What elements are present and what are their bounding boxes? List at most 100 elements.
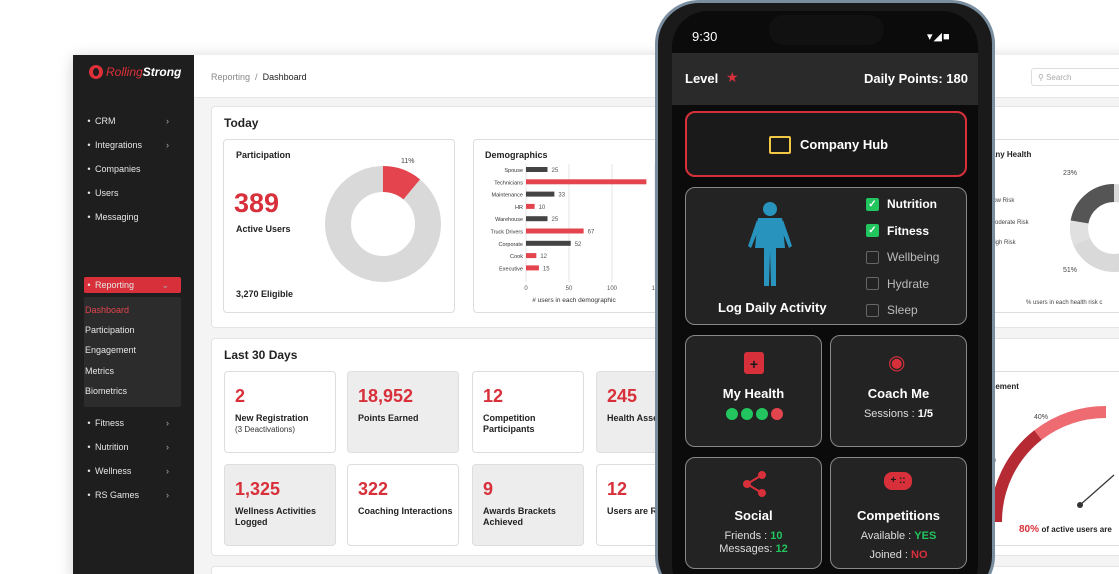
stat-value: 12 — [607, 479, 628, 499]
checkbox-checked-icon[interactable]: ✓ — [866, 197, 879, 211]
chevron-icon: ⌄ — [161, 279, 169, 290]
sidebar-item-reporting[interactable]: • Reporting ⌄ — [87, 277, 183, 293]
sidebar-item-fitness[interactable]: • Fitness › — [87, 415, 183, 431]
sidebar: RollingStrong • CRM › • Integrations › • Compan… — [73, 55, 194, 574]
sidebar-item-users[interactable]: • Users — [87, 185, 183, 201]
gauge-hub — [1077, 502, 1083, 508]
sidebar-item-label: Wellness — [95, 466, 132, 476]
engagement-caption-text: of active users are — [1041, 525, 1112, 534]
brand-name-1: Rolling — [106, 65, 143, 79]
checkbox-empty-icon[interactable] — [866, 303, 879, 317]
level-star-icon: ★ — [726, 69, 739, 85]
status-dot — [726, 408, 738, 420]
stat-card[interactable]: 2 New Registration (3 Deactivations) — [224, 371, 336, 453]
stat-label: Awards Brackets Achieved — [483, 506, 556, 527]
breadcrumb-parent[interactable]: Reporting — [211, 72, 251, 82]
stat-card[interactable]: 18,952 Points Earned — [347, 371, 459, 453]
stat-card[interactable]: 9 Awards Brackets Achieved — [472, 464, 584, 546]
checkbox-empty-icon[interactable] — [866, 250, 879, 264]
health-donut — [1070, 184, 1119, 272]
sidebar-item-nutrition[interactable]: • Nutrition › — [87, 439, 183, 455]
friends-label: Friends : — [724, 530, 771, 542]
category-label: HR — [515, 205, 523, 211]
stat-label: Coaching Interactions — [358, 506, 453, 516]
sidebar-item-integrations[interactable]: • Integrations › — [87, 137, 183, 153]
sidebar-item-companies[interactable]: • Companies — [87, 161, 183, 177]
health-donut-high — [1070, 220, 1091, 246]
bar-value-label: 25 — [552, 168, 559, 174]
bullet: • — [87, 116, 91, 126]
legend-low-risk: Low Risk — [990, 198, 1015, 204]
checklist-item-nutrition[interactable]: ✓ Nutrition — [866, 197, 937, 211]
brand-logo[interactable]: RollingStrong — [89, 65, 181, 79]
log-activity-tile[interactable]: Log Daily Activity ✓ Nutrition ✓ Fitness Wel… — [685, 187, 967, 325]
sidebar-item-messaging[interactable]: • Messaging — [87, 209, 183, 225]
stat-label: Wellness Activities Logged — [235, 506, 317, 527]
stat-value: 1,325 — [235, 479, 281, 499]
stat-value: 245 — [607, 386, 638, 406]
checkbox-empty-icon[interactable] — [866, 277, 879, 290]
participation-donut: 11% — [325, 158, 441, 282]
coach-me-tile[interactable]: ◉ Coach Me Sessions : 1/5 — [830, 335, 967, 447]
bar-warehouse — [526, 216, 548, 222]
checklist-item-fitness[interactable]: ✓ Fitness — [866, 224, 929, 238]
stat-card[interactable]: 1,325 Wellness Activities Logged — [224, 464, 336, 546]
competitions-tile[interactable]: + :: Competitions Available : YES Joined… — [830, 457, 967, 569]
bar-corporate — [526, 240, 571, 246]
bar-executive — [526, 265, 539, 271]
health-card: pany Health Low Risk Moderate Risk High … — [983, 139, 1119, 313]
bar-value-label: 25 — [552, 217, 559, 223]
checklist-item-wellbeing[interactable]: Wellbeing — [866, 250, 939, 264]
sidebar-item-rs-games[interactable]: • RS Games › — [87, 487, 183, 503]
checklist-item-sleep[interactable]: Sleep — [866, 303, 918, 317]
medical-kit-icon: + — [744, 352, 764, 374]
engagement-pct: 80% — [1019, 524, 1040, 535]
stat-card[interactable]: 322 Coaching Interactions — [347, 464, 459, 546]
messages-value: 12 — [775, 543, 788, 555]
health-pct-bottom: 51% — [1063, 267, 1078, 274]
breadcrumb-current: Dashboard — [262, 72, 307, 82]
breadcrumb: Reporting / Dashboard — [211, 72, 307, 82]
gauge-fill-light — [1034, 405, 1107, 440]
submenu-item-dashboard[interactable]: Dashboard — [85, 305, 130, 315]
competitions-label: Competitions — [856, 508, 941, 523]
bar-value-label: 33 — [558, 193, 565, 199]
bar-cook — [526, 253, 537, 259]
health-pct-top: 23% — [1063, 170, 1078, 177]
my-health-label: My Health — [722, 386, 785, 401]
social-tile[interactable]: Social Friends : 10 Messages: 12 — [685, 457, 822, 569]
status-dot — [741, 408, 753, 420]
submenu-item-metrics[interactable]: Metrics — [85, 366, 114, 376]
x-tick-label: 0 — [524, 286, 528, 292]
bar-truck-drivers — [526, 228, 584, 234]
checklist-item-hydrate[interactable]: Hydrate — [866, 277, 929, 291]
checkbox-checked-icon[interactable]: ✓ — [866, 224, 879, 237]
sidebar-item-wellness[interactable]: • Wellness › — [87, 463, 183, 479]
stat-value: 18,952 — [358, 386, 414, 406]
bullet: • — [87, 164, 91, 174]
reporting-submenu — [84, 297, 181, 407]
stat-sublabel: (3 Deactivations) — [235, 425, 296, 434]
sidebar-item-label: Users — [95, 188, 119, 198]
chevron-icon: › — [166, 418, 169, 428]
logo-icon — [89, 65, 103, 79]
bar-value-label: 52 — [575, 242, 582, 248]
active-users-count: 389 — [234, 188, 280, 218]
submenu-item-engagement[interactable]: Engagement — [85, 345, 137, 355]
my-health-tile[interactable]: + My Health — [685, 335, 822, 447]
submenu-item-participation[interactable]: Participation — [85, 325, 135, 335]
category-label: Executive — [499, 266, 523, 272]
chevron-icon: › — [166, 490, 169, 500]
stat-label: Users are R Strong — [607, 506, 689, 516]
today-title: Today — [224, 116, 259, 130]
submenu-item-biometrics[interactable]: Biometrics — [85, 386, 128, 396]
stat-card[interactable]: 12 Competition Participants — [472, 371, 584, 453]
sidebar-item-crm[interactable]: • CRM › — [87, 113, 183, 129]
stat-value: 2 — [235, 386, 246, 406]
health-title: pany Health — [986, 150, 1032, 159]
search-input[interactable]: ⚲ Search — [1031, 68, 1119, 86]
social-label: Social — [734, 508, 773, 523]
bar-value-label: 15 — [543, 266, 550, 272]
gauge-fill-dark — [989, 430, 1042, 523]
company-hub-button[interactable]: Company Hub — [685, 111, 967, 177]
